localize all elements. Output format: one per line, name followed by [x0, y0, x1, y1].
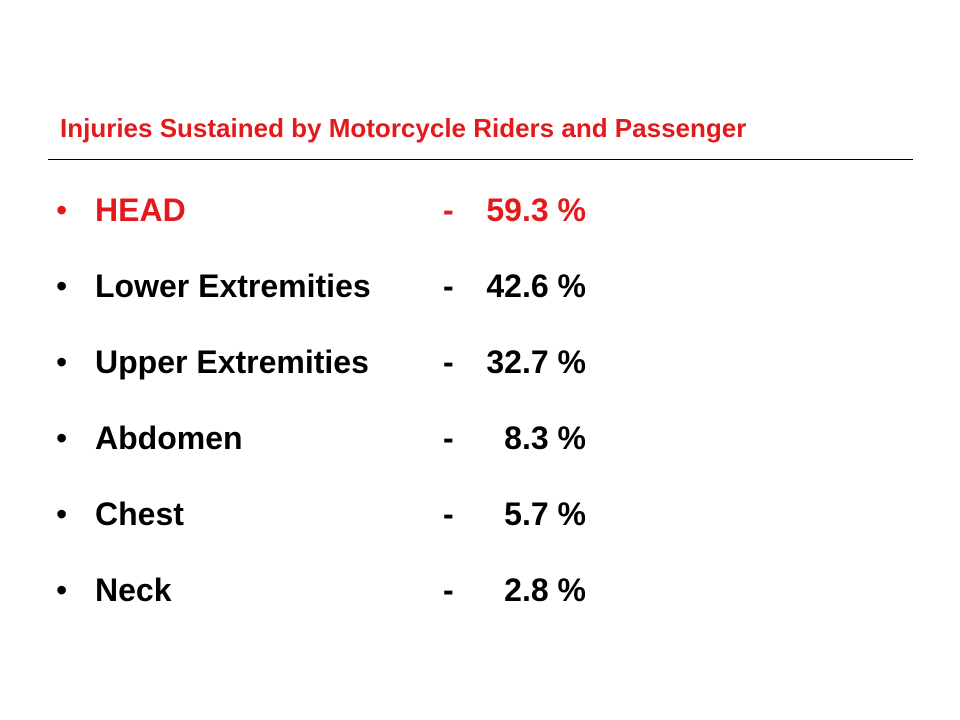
item-value: 59.3 % — [486, 192, 586, 228]
item-separator: - — [443, 420, 454, 456]
item-label: Upper Extremities — [95, 344, 369, 380]
title-divider — [48, 159, 913, 160]
item-value: 2.8 % — [504, 572, 586, 608]
bullet: • — [56, 268, 68, 304]
bullet: • — [56, 420, 68, 456]
bullet: • — [56, 344, 68, 380]
item-value: 32.7 % — [486, 344, 586, 380]
item-value: 42.6 % — [486, 268, 586, 304]
item-label: Abdomen — [95, 420, 243, 456]
item-label: HEAD — [95, 192, 186, 228]
item-label: Neck — [95, 572, 172, 608]
item-label: Chest — [95, 496, 184, 532]
item-value: 5.7 % — [504, 496, 586, 532]
item-value: 8.3 % — [504, 420, 586, 456]
item-separator: - — [443, 192, 454, 228]
bullet: • — [56, 192, 68, 228]
list-item-chest: • Chest - 5.7 % — [0, 496, 960, 540]
list-item-upper-extremities: • Upper Extremities - 32.7 % — [0, 344, 960, 388]
item-label: Lower Extremities — [95, 268, 371, 304]
list-item-neck: • Neck - 2.8 % — [0, 572, 960, 616]
item-separator: - — [443, 344, 454, 380]
slide-title: Injuries Sustained by Motorcycle Riders … — [60, 113, 747, 143]
list-item-abdomen: • Abdomen - 8.3 % — [0, 420, 960, 464]
list-item-lower-extremities: • Lower Extremities - 42.6 % — [0, 268, 960, 312]
item-separator: - — [443, 572, 454, 608]
list-item-head: • HEAD - 59.3 % — [0, 192, 960, 236]
bullet: • — [56, 496, 68, 532]
item-separator: - — [443, 268, 454, 304]
item-separator: - — [443, 496, 454, 532]
bullet: • — [56, 572, 68, 608]
